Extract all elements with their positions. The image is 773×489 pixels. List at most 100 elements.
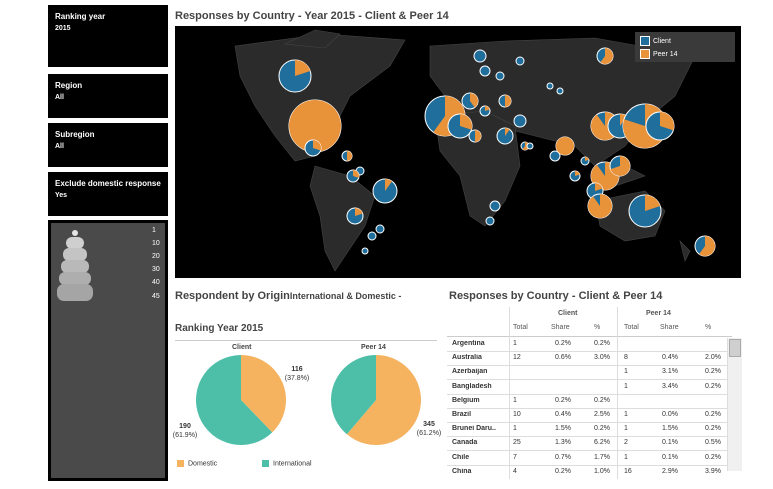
filter-value: All	[55, 143, 64, 150]
table-cell: 0.2%	[555, 396, 571, 404]
country-name: Chile	[452, 453, 470, 461]
table-cell: 2.9%	[662, 467, 678, 475]
group-peer: Peer 14	[646, 310, 671, 317]
legend-item-peer[interactable]: Peer 14	[640, 49, 678, 59]
country-name: Brunei Daru..	[452, 425, 496, 433]
table-cell: 1	[513, 396, 517, 404]
scroll-thumb[interactable]	[729, 339, 741, 357]
table-cell: 0.4%	[662, 354, 678, 362]
country-bubble-peer-slice	[353, 170, 359, 178]
table-scrollbar[interactable]	[727, 338, 742, 471]
size-circle-40	[59, 272, 91, 285]
client-swatch-icon	[640, 36, 650, 46]
divider	[617, 307, 618, 479]
table-cell: 1	[624, 425, 628, 433]
country-bubbles	[278, 47, 716, 257]
table-row[interactable]: Argentina 1 0.2% 0.2%	[447, 338, 732, 352]
table-cell: 0.4%	[555, 411, 571, 418]
country-table[interactable]: Client Peer 14 Total Share % Total Share…	[447, 307, 745, 479]
table-row[interactable]: China 4 0.2% 1.0% 16 2.9% 3.9%	[447, 466, 732, 479]
legend-item-client[interactable]: Client	[640, 36, 671, 46]
filter-ranking-year[interactable]: Ranking year 2015	[48, 5, 168, 67]
size-circle-10	[66, 237, 84, 249]
table-cell: 2.5%	[594, 411, 610, 418]
table-row[interactable]: Belgium 1 0.2% 0.2%	[447, 395, 732, 409]
table-cell: 1	[624, 453, 628, 461]
country-bubble-peer-slice	[505, 128, 510, 136]
legend-label: Client	[653, 37, 671, 45]
domestic-swatch-icon	[177, 460, 184, 467]
size-label: 40	[152, 279, 160, 286]
table-cell: 0.2%	[705, 411, 721, 418]
country-bubble-peer-slice	[595, 183, 603, 191]
international-swatch-icon	[262, 460, 269, 467]
table-row[interactable]: Brunei Daru.. 1 1.5% 0.2% 1 1.5% 0.2%	[447, 423, 732, 438]
peer-pie[interactable]	[330, 354, 422, 446]
table-cell: 1.7%	[594, 453, 610, 461]
country-name: Bangladesh	[452, 382, 492, 390]
col-header: %	[705, 324, 712, 331]
country-bubble-peer-slice	[385, 179, 393, 191]
country-bubble-peer-slice	[355, 208, 363, 216]
divider	[447, 336, 732, 337]
client-domestic-label: 116 (37.8%)	[282, 365, 312, 383]
table-row[interactable]: Azerbaijan 1 3.1% 0.2%	[447, 366, 732, 381]
count: 345	[423, 421, 435, 428]
col-header: Total	[624, 324, 639, 331]
country-bubble-peer-slice	[295, 60, 311, 76]
table-cell: 4	[513, 467, 517, 475]
table-cell: 0.2%	[705, 382, 721, 390]
country-bubble-peer-slice	[610, 156, 630, 176]
table-cell: 3.0%	[594, 354, 610, 362]
origin-title-main: Respondent by Origin	[175, 290, 290, 302]
country-bubble-peer-slice	[347, 151, 352, 161]
country-bubble-peer-slice	[475, 130, 481, 142]
table-cell: 6.2%	[594, 439, 610, 447]
country-bubble-peer-slice	[505, 95, 511, 107]
table-row[interactable]: Canada 25 1.3% 6.2% 2 0.1% 0.5%	[447, 437, 732, 452]
country-bubble-peer-slice	[470, 93, 478, 108]
country-bubble	[526, 142, 534, 150]
table-cell: 10	[513, 411, 521, 418]
peer-pie-domestic	[346, 355, 421, 445]
table-cell: 0.2%	[594, 340, 610, 347]
size-circle-45	[57, 284, 93, 301]
client-intl-label: 190 (61.9%)	[168, 422, 202, 440]
new-zealand	[679, 240, 691, 262]
country-bubble-peer-slice	[289, 100, 341, 152]
map-legend: Client Peer 14	[635, 32, 735, 62]
table-cell: 0.1%	[662, 453, 678, 461]
country-bubble	[495, 71, 505, 81]
country-bubble	[556, 87, 564, 95]
country-bubble-peer-slice	[313, 140, 321, 151]
filter-value: All	[55, 94, 64, 101]
world-map[interactable]: Client Peer 14	[175, 26, 741, 278]
origin-title-sub: International & Domestic -	[289, 291, 402, 301]
table-cell: 16	[624, 467, 632, 475]
legend-domestic[interactable]: Domestic	[177, 460, 217, 467]
table-row[interactable]: Bangladesh 1 3.4% 0.2%	[447, 381, 732, 395]
filter-exclude-domestic[interactable]: Exclude domestic response.. Yes	[48, 172, 168, 216]
country-name: Brazil	[452, 411, 472, 418]
south-america	[309, 165, 376, 272]
table-row[interactable]: Chile 7 0.7% 1.7% 1 0.1% 0.2%	[447, 452, 732, 466]
client-pie[interactable]	[195, 354, 287, 446]
size-label: 45	[152, 293, 160, 300]
filter-value: Yes	[55, 192, 68, 199]
filter-subregion[interactable]: Subregion All	[48, 123, 168, 167]
table-cell: 0.0%	[662, 411, 678, 418]
legend-international[interactable]: International	[262, 460, 312, 467]
table-row[interactable]: Australia 12 0.6% 3.0% 8 0.4% 2.0%	[447, 352, 732, 367]
map-canvas	[234, 29, 716, 272]
filter-title: Exclude domestic response..	[55, 179, 161, 188]
table-row[interactable]: Brazil 10 0.4% 2.5% 1 0.0% 0.2%	[447, 409, 732, 423]
client-pie-domestic	[241, 355, 286, 433]
country-bubble-peer-slice	[575, 171, 580, 176]
greenland	[283, 29, 341, 49]
col-header: %	[594, 324, 601, 331]
country-bubble	[489, 200, 501, 212]
table-cell: 2	[624, 439, 628, 447]
table-cell: 0.2%	[594, 396, 610, 404]
filter-region[interactable]: Region All	[48, 74, 168, 118]
table-cell: 1	[513, 340, 517, 347]
